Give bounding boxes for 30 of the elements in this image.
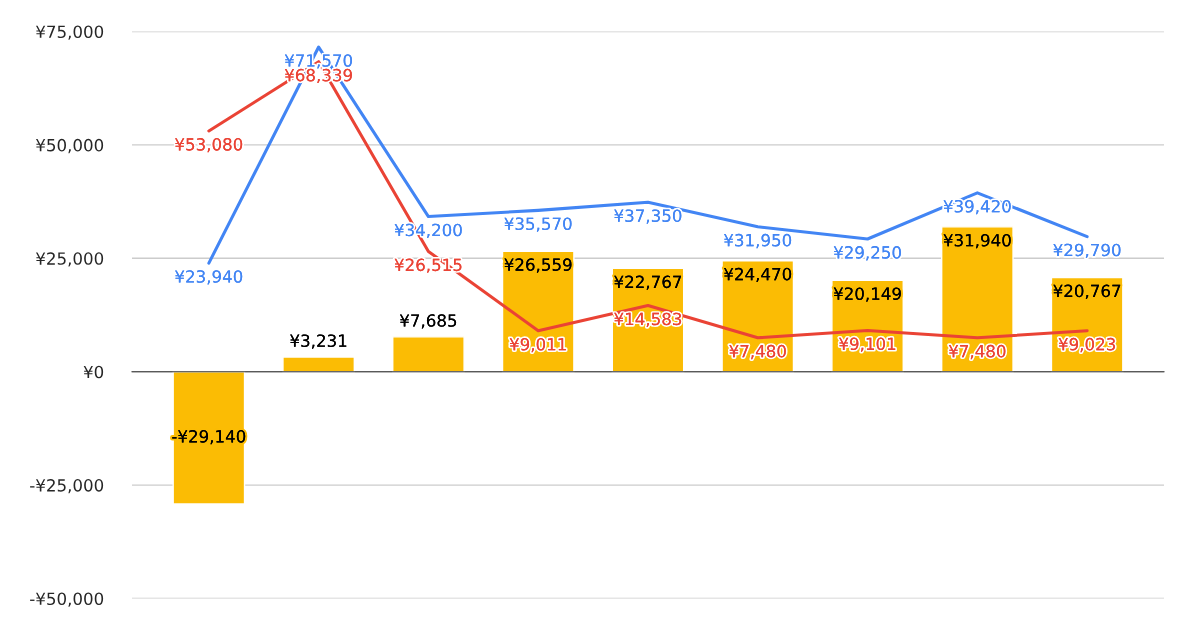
data-label: ¥9,011 [509,337,566,353]
data-label: ¥9,101 [839,337,896,352]
data-label: ¥3,231 [290,334,347,349]
data-label: ¥7,685 [399,314,457,329]
data-label: ¥7,480 [948,344,1006,360]
data-label: ¥29,790 [1053,243,1121,258]
data-label: ¥26,559 [504,258,572,273]
data-label: ¥24,470 [723,267,792,283]
bar [392,336,465,373]
data-label: ¥37,350 [614,209,682,224]
data-label: ¥20,149 [833,287,901,302]
data-label: ¥20,767 [1053,284,1121,299]
bar [282,356,356,373]
data-label: ¥31,940 [943,233,1011,249]
data-label: ¥31,950 [723,233,792,249]
y-tick-label: ¥0 [83,365,104,379]
data-label: ¥22,767 [614,275,682,290]
y-tick-label: ¥50,000 [35,138,104,154]
y-tick-label: ¥75,000 [35,25,104,40]
bar [172,371,246,505]
y-tick-label: ¥25,000 [35,252,104,267]
data-label: ¥14,583 [614,312,682,327]
data-label: ¥29,250 [833,246,901,261]
data-label: ¥9,023 [1058,337,1115,353]
y-tick-label: -¥50,000 [30,592,104,607]
data-label: ¥23,940 [175,270,243,285]
data-label: ¥35,570 [504,217,572,232]
data-label: ¥53,080 [175,138,243,153]
data-label: ¥7,480 [729,344,786,360]
y-tick-label: -¥25,000 [30,479,104,494]
